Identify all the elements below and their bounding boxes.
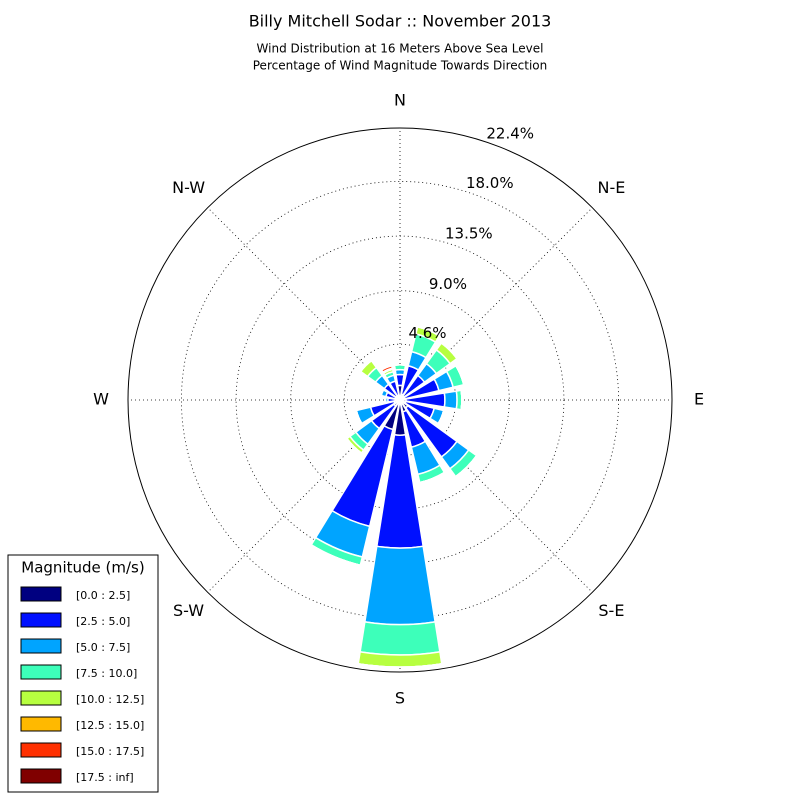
direction-label: N bbox=[394, 91, 406, 110]
legend-swatch bbox=[21, 717, 61, 731]
direction-label: S-E bbox=[598, 601, 624, 620]
direction-label: E bbox=[694, 390, 704, 409]
wind-bar bbox=[360, 622, 440, 655]
wind-bar bbox=[365, 546, 435, 624]
chart-subtitle: Wind Distribution at 16 Meters Above Sea… bbox=[257, 42, 544, 56]
legend-label: [17.5 : inf] bbox=[76, 771, 134, 784]
legend-label: [2.5 : 5.0] bbox=[76, 615, 130, 628]
legend-title: Magnitude (m/s) bbox=[21, 559, 144, 577]
legend-label: [7.5 : 10.0] bbox=[76, 667, 137, 680]
r-tick-label: 22.4% bbox=[486, 124, 534, 142]
direction-label: N-W bbox=[172, 178, 205, 197]
direction-label: W bbox=[93, 390, 109, 409]
legend-swatch bbox=[21, 691, 61, 705]
legend-swatch bbox=[21, 743, 61, 757]
legend-label: [10.0 : 12.5] bbox=[76, 693, 144, 706]
wind-bar bbox=[444, 391, 457, 409]
r-tick-label: 4.6% bbox=[408, 324, 446, 342]
legend-label: [5.0 : 7.5] bbox=[76, 641, 130, 654]
legend-label: [0.0 : 2.5] bbox=[76, 589, 130, 602]
legend-swatch bbox=[21, 665, 61, 679]
chart-subtitle: Percentage of Wind Magnitude Towards Dir… bbox=[253, 59, 547, 73]
legend: Magnitude (m/s) [0.0 : 2.5] [2.5 : 5.0] [5… bbox=[8, 555, 158, 792]
legend-swatch bbox=[21, 613, 61, 627]
direction-label: N-E bbox=[597, 178, 625, 197]
r-tick-label: 18.0% bbox=[466, 174, 514, 192]
legend-swatch bbox=[21, 769, 61, 783]
legend-swatch bbox=[21, 639, 61, 653]
legend-label: [12.5 : 15.0] bbox=[76, 719, 144, 732]
r-tick-label: 9.0% bbox=[429, 275, 467, 293]
direction-label: S-W bbox=[173, 601, 204, 620]
wind-bar bbox=[396, 375, 404, 386]
legend-label: [15.0 : 17.5] bbox=[76, 745, 144, 758]
chart-title: Billy Mitchell Sodar :: November 2013 bbox=[249, 12, 552, 31]
direction-label: S bbox=[395, 689, 405, 708]
r-tick-label: 13.5% bbox=[445, 224, 493, 242]
wind-bar bbox=[461, 390, 462, 409]
legend-swatch bbox=[21, 587, 61, 601]
